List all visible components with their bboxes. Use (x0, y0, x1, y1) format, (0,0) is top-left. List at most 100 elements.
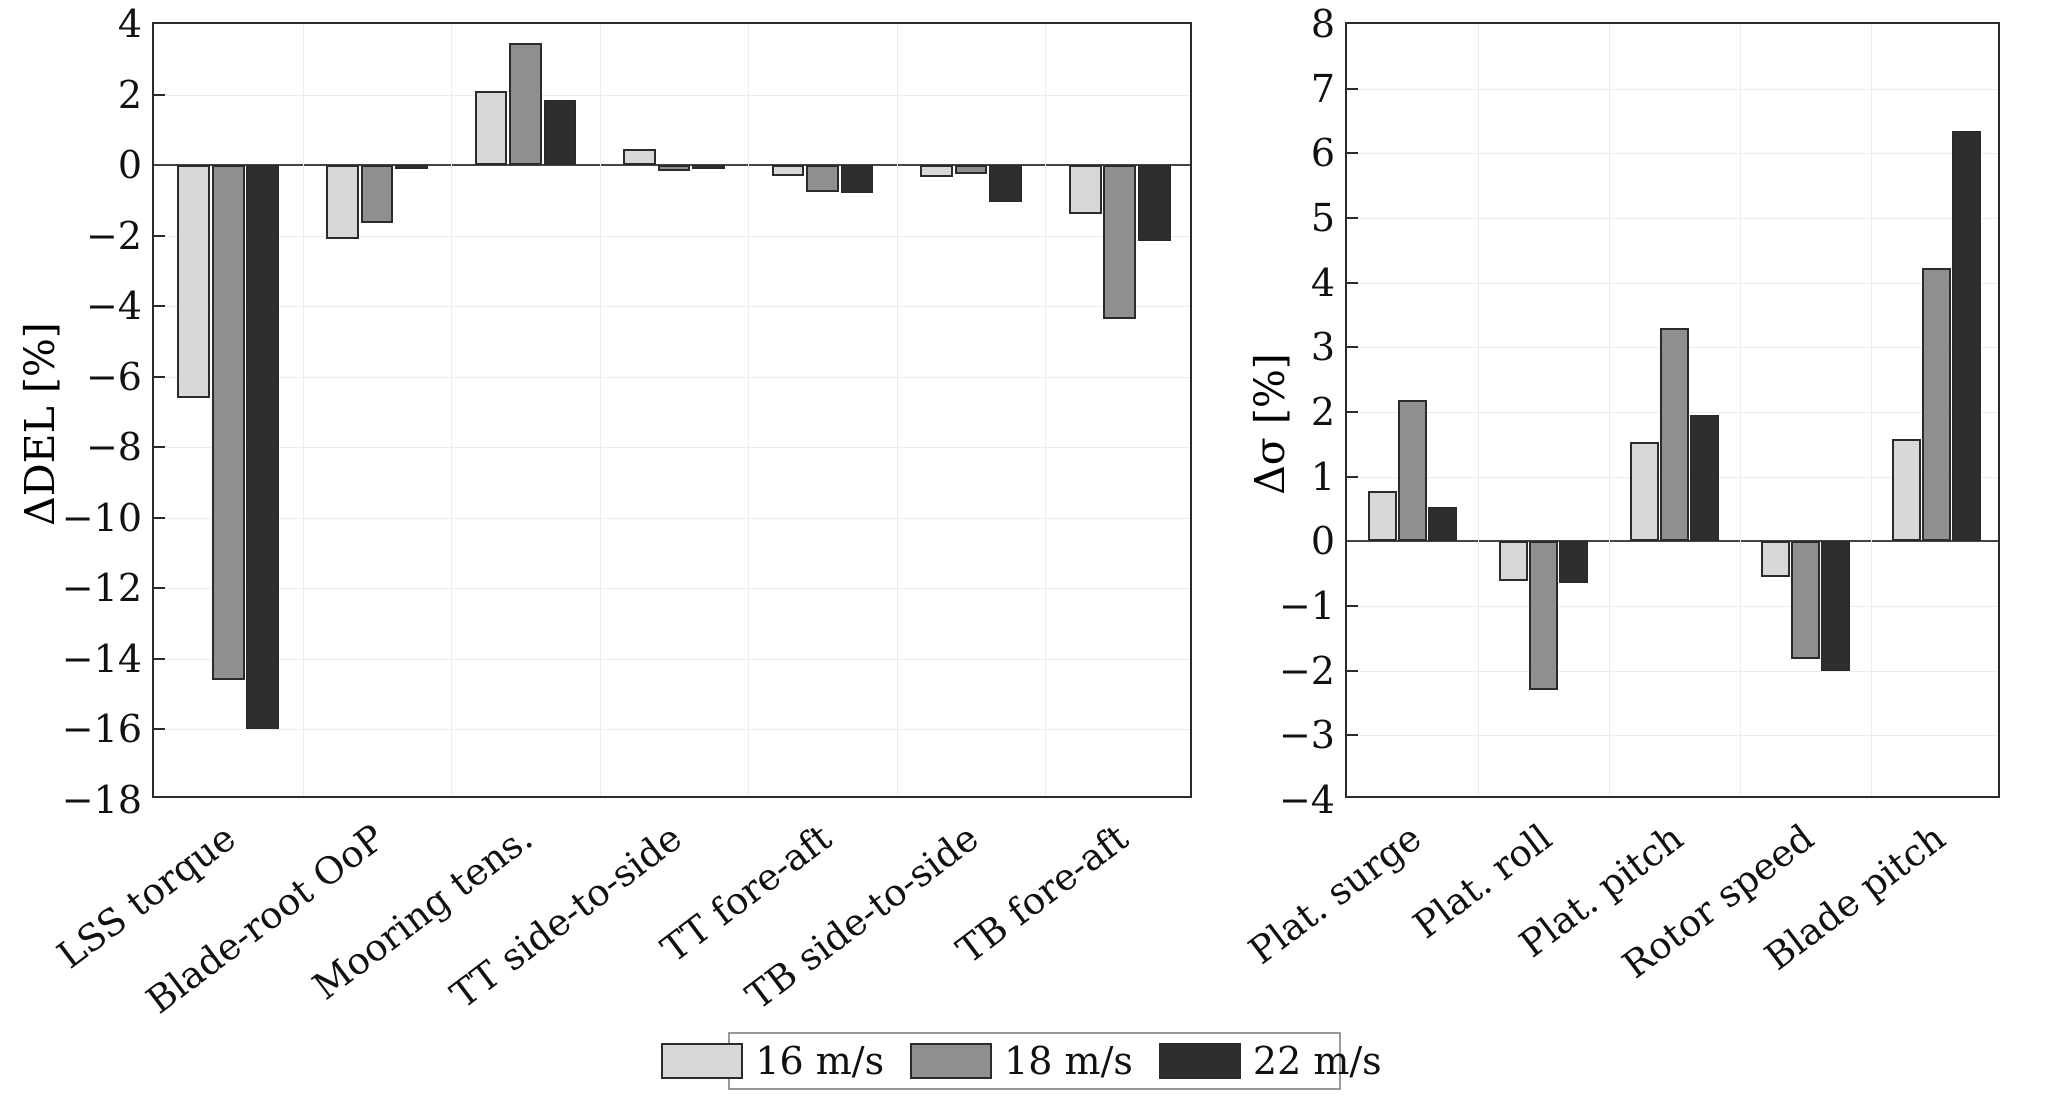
bar-16-m-s-blade-pitch (1891, 439, 1921, 542)
grid-line (154, 729, 1190, 731)
bar-16-m-s-plat-pitch (1629, 442, 1659, 542)
bar-16-m-s-lss-torque (177, 165, 211, 398)
y-tick-mark (1347, 281, 1358, 284)
legend-swatch (661, 1043, 744, 1079)
legend: 16 m/s 18 m/s 22 m/s (661, 1032, 1382, 1090)
y-tick-label: −2 (85, 213, 142, 258)
x-grid-line (1609, 24, 1610, 796)
bar-18-m-s-plat-roll (1529, 541, 1558, 691)
x-grid-line (599, 24, 601, 796)
y-tick-label: 1 (1310, 454, 1335, 499)
y-tick-label: 0 (117, 143, 142, 188)
y-tick-mark (154, 728, 165, 731)
bar-22-m-s-lss-torque (246, 165, 280, 730)
x-grid-line (1478, 24, 1479, 796)
y-tick-label: −2 (1278, 648, 1335, 693)
y-tick-mark (154, 234, 165, 237)
bar-16-m-s-tt-side-to-side (623, 149, 656, 166)
bar-22-m-s-blade-root-oop (394, 165, 428, 170)
y-tick-label: 2 (1310, 390, 1335, 434)
y-tick-mark (154, 305, 165, 308)
y-tick-mark (1347, 217, 1358, 219)
y-tick-mark (1347, 734, 1358, 737)
y-tick-label: 5 (1310, 196, 1335, 240)
bar-18-m-s-blade-root-oop (360, 165, 394, 224)
y-tick-mark (1347, 87, 1358, 90)
y-tick-mark (1347, 669, 1358, 672)
grid-line (154, 376, 1190, 378)
bar-18-m-s-rotor-speed (1791, 541, 1820, 660)
y-tick-label: −18 (61, 778, 142, 822)
legend-swatch (1158, 1043, 1241, 1079)
chart-panel-left: ΔDEL [%] 4 2 0 −2 −4 −6 −8 −10 −12 −14 −16 −18 LSS … (16, 2, 1192, 1022)
y-tick-mark (154, 375, 165, 378)
grid-line (154, 447, 1190, 449)
x-grid-line (748, 24, 750, 796)
grid-line (154, 588, 1190, 590)
grid-line (1347, 218, 1998, 219)
legend-label: 16 m/s (755, 1039, 885, 1083)
bar-22-m-s-tt-fore-aft (840, 165, 874, 194)
grid-line (154, 306, 1190, 308)
bar-18-m-s-mooring-tens- (509, 43, 542, 166)
y-tick-label: 0 (1310, 519, 1335, 564)
x-grid-line (302, 24, 304, 796)
grid-line (1347, 735, 1998, 737)
grid-line (1347, 88, 1998, 90)
bar-16-m-s-plat-roll (1498, 541, 1528, 582)
bar-22-m-s-plat-roll (1559, 541, 1589, 584)
bar-16-m-s-rotor-speed (1760, 541, 1790, 577)
y-tick-mark (154, 93, 165, 96)
y-tick-label: 3 (1310, 325, 1335, 370)
bar-16-m-s-mooring-tens- (474, 91, 508, 166)
grid-line (1347, 670, 1998, 672)
y-tick-label: −8 (85, 425, 142, 470)
y-tick-label: −6 (85, 354, 142, 399)
y-tick-label: −16 (61, 707, 142, 752)
bar-18-m-s-plat-pitch (1660, 327, 1689, 542)
y-tick-label: 4 (117, 2, 142, 46)
legend-label: 18 m/s (1004, 1039, 1133, 1083)
bar-18-m-s-tb-side-to-side (954, 165, 988, 174)
bar-18-m-s-tt-side-to-side (657, 165, 691, 172)
y-tick-mark (1347, 152, 1358, 155)
y-tick-label: −1 (1278, 584, 1335, 628)
y-tick-mark (1347, 475, 1358, 478)
grid-line (154, 235, 1190, 237)
grid-line (1347, 282, 1998, 284)
grid-line (1347, 606, 1998, 607)
y-tick-label: −12 (61, 566, 142, 611)
plot-area-left: 4 2 0 −2 −4 −6 −8 −10 −12 −14 −16 −18 (62, 2, 1192, 822)
bar-22-m-s-tb-fore-aft (1137, 165, 1171, 241)
y-tick-label: −3 (1278, 713, 1335, 758)
x-grid-line (451, 24, 453, 796)
bar-22-m-s-tt-side-to-side (692, 165, 725, 170)
grid-line (154, 658, 1190, 660)
y-tick-label: 4 (1310, 260, 1335, 305)
y-tick-label: 7 (1310, 66, 1335, 111)
x-tick-label: Plat. surge (1240, 816, 1429, 973)
y-tick-label: 6 (1310, 131, 1335, 176)
bar-22-m-s-tb-side-to-side (989, 165, 1022, 203)
bar-22-m-s-blade-pitch (1952, 130, 1982, 542)
y-tick-label: −10 (61, 495, 142, 540)
bar-16-m-s-tb-side-to-side (920, 165, 953, 178)
grid-line (154, 94, 1190, 96)
bar-22-m-s-plat-pitch (1690, 415, 1720, 542)
plot-area-right: 8 7 6 5 4 3 2 1 0 −1 −2 −3 −4 (1279, 2, 2000, 822)
y-tick-label: −4 (1278, 778, 1335, 822)
bar-22-m-s-mooring-tens- (543, 99, 577, 166)
zero-axis-line (1347, 540, 1998, 543)
y-tick-mark (1347, 346, 1358, 349)
legend-item: 18 m/s (910, 1039, 1159, 1083)
x-grid-line (896, 24, 898, 796)
bar-18-m-s-tb-fore-aft (1103, 165, 1137, 319)
y-tick-mark (1347, 605, 1358, 607)
bar-22-m-s-plat-surge (1428, 507, 1458, 542)
bar-16-m-s-plat-surge (1367, 490, 1397, 542)
grid-line (154, 517, 1190, 519)
y-tick-mark (154, 587, 165, 590)
chart-panel-right: Δσ [%] 8 7 6 5 4 3 2 1 0 −1 −2 −3 −4 Plat. surge Plat… (1230, 0, 2067, 1109)
grid-line (1347, 153, 1998, 155)
